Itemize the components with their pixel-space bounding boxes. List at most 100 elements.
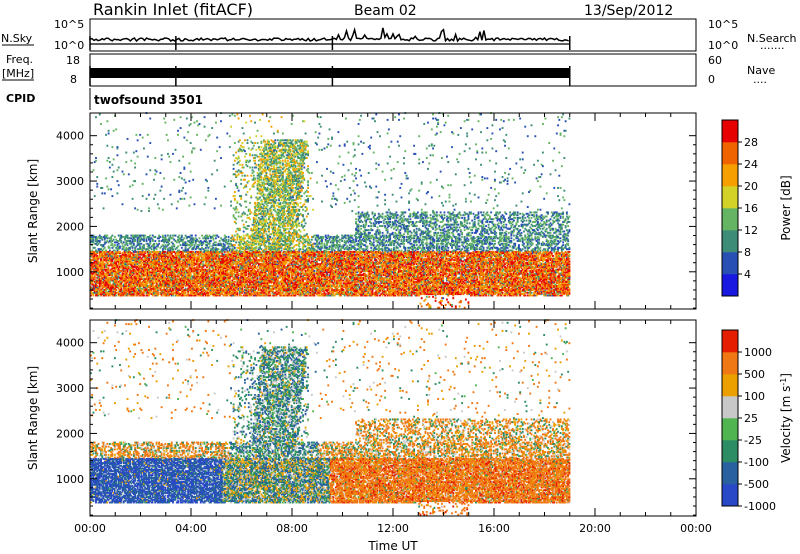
freq-tick-bottom: 8 bbox=[70, 73, 77, 86]
heatmap-cell bbox=[129, 186, 131, 188]
heatmap-cell bbox=[109, 161, 111, 163]
cpid-panel: CPID twofsound 3501 bbox=[6, 88, 203, 110]
heatmap-cell bbox=[134, 180, 136, 182]
heatmap-cell bbox=[94, 247, 96, 249]
station-title: Rankin Inlet (fitACF) bbox=[93, 0, 253, 19]
heatmap-cell bbox=[100, 123, 102, 125]
heatmap-cell bbox=[111, 146, 113, 148]
heatmap-cell bbox=[132, 198, 134, 200]
freq-label: Freq. bbox=[6, 53, 33, 66]
nave-tick-bottom: 0 bbox=[708, 73, 715, 86]
heatmap-cell bbox=[115, 294, 117, 296]
cpid-value: twofsound 3501 bbox=[94, 93, 203, 107]
nave-tick-top: 60 bbox=[708, 54, 722, 67]
heatmap-cell bbox=[108, 133, 110, 135]
heatmap-cell bbox=[123, 241, 125, 243]
heatmap-cell bbox=[127, 138, 129, 140]
heatmap-cell bbox=[108, 267, 110, 269]
heatmap-cell bbox=[103, 207, 105, 209]
heatmap-cell bbox=[96, 186, 98, 188]
noise-tick-left-top: 10^5 bbox=[54, 18, 84, 31]
heatmap-cell bbox=[109, 247, 111, 249]
heatmap-cell bbox=[99, 240, 101, 242]
heatmap-cell bbox=[108, 130, 110, 132]
heatmap-cell bbox=[113, 239, 115, 241]
heatmap-cell bbox=[134, 162, 136, 164]
heatmap-cell bbox=[105, 134, 107, 136]
heatmap-cell bbox=[130, 160, 132, 162]
heatmap-cell bbox=[96, 176, 98, 178]
heatmap-cell bbox=[119, 251, 121, 253]
heatmap-cell bbox=[106, 186, 108, 188]
heatmap-cell bbox=[123, 173, 125, 175]
freq-panel: Freq. [MHz] 18 8 60 0 Nave .... bbox=[2, 53, 775, 86]
heatmap-cell bbox=[127, 235, 129, 237]
heatmap-cell bbox=[113, 158, 115, 160]
heatmap-cell bbox=[106, 145, 108, 147]
heatmap-cell bbox=[93, 169, 95, 171]
heatmap-cell bbox=[111, 195, 113, 197]
heatmap-cell bbox=[128, 173, 130, 175]
heatmap-cell bbox=[127, 243, 129, 245]
heatmap-cell bbox=[96, 183, 98, 185]
noise-tick-right-bottom: 10^0 bbox=[708, 39, 738, 52]
heatmap-cell bbox=[114, 236, 116, 238]
heatmap-cell bbox=[133, 243, 135, 245]
heatmap-cell bbox=[132, 184, 134, 186]
heatmap-cell bbox=[119, 245, 121, 247]
heatmap-cell bbox=[134, 207, 136, 209]
heatmap-cell bbox=[118, 167, 120, 169]
cpid-label: CPID bbox=[6, 92, 35, 105]
date-title: 13/Sep/2012 bbox=[584, 3, 673, 19]
heatmap-cell bbox=[101, 187, 103, 189]
heatmap-cell bbox=[115, 128, 117, 130]
nsky-label: N.Sky bbox=[1, 32, 33, 45]
heatmap-cell bbox=[117, 169, 119, 171]
heatmap-cell bbox=[122, 203, 124, 205]
heatmap-cell bbox=[114, 244, 116, 246]
heatmap-cell bbox=[120, 240, 122, 242]
freq-tick-top: 18 bbox=[66, 54, 80, 67]
heatmap-cell bbox=[118, 184, 120, 186]
noise-tick-left-bottom: 10^0 bbox=[54, 39, 84, 52]
noise-trace bbox=[90, 28, 570, 50]
heatmap-cell bbox=[134, 167, 136, 169]
heatmap-cell bbox=[111, 164, 113, 166]
heatmap-cell bbox=[111, 235, 113, 237]
heatmap-cell bbox=[125, 161, 127, 163]
heatmap-cell bbox=[125, 152, 127, 154]
noise-tick-right-top: 10^5 bbox=[708, 18, 738, 31]
heatmap-cell bbox=[101, 192, 103, 194]
heatmap-cell bbox=[113, 171, 115, 173]
heatmap-cell bbox=[133, 152, 135, 154]
freq-unit: [MHz] bbox=[2, 67, 34, 80]
beam-title: Beam 02 bbox=[354, 3, 417, 19]
noise-line bbox=[90, 28, 569, 41]
heatmap-cell bbox=[117, 192, 119, 194]
heatmap-cell bbox=[95, 116, 97, 118]
freq-band bbox=[90, 68, 570, 78]
nave-dots: .... bbox=[753, 73, 767, 86]
heatmap-cell bbox=[134, 239, 136, 241]
heatmap-cell bbox=[122, 171, 124, 173]
heatmap-cell bbox=[95, 160, 97, 162]
heatmap-cell bbox=[109, 167, 111, 169]
heatmap-cell bbox=[111, 176, 113, 178]
heatmap-cell bbox=[105, 177, 107, 179]
heatmap-cell bbox=[95, 157, 97, 159]
heatmap-cell bbox=[118, 243, 120, 245]
heatmap-cell bbox=[111, 243, 113, 245]
heatmap-cell bbox=[104, 192, 106, 194]
heatmap-cell bbox=[106, 235, 108, 237]
heatmap-cell bbox=[110, 188, 112, 190]
radar-summary-plot: Rankin Inlet (fitACF) Beam 02 13/Sep/201… bbox=[0, 0, 800, 554]
heatmap-cell bbox=[108, 188, 110, 190]
heatmap-cell bbox=[99, 113, 101, 115]
heatmap-cell bbox=[117, 154, 119, 156]
nsearch-dots: ....... bbox=[760, 39, 784, 52]
noise-panel: N.Sky 10^5 10^0 10^5 10^0 N.Search .....… bbox=[1, 18, 797, 52]
heatmap-cell bbox=[108, 157, 110, 159]
heatmap-cell bbox=[104, 247, 106, 249]
heatmap-cell bbox=[106, 120, 108, 122]
